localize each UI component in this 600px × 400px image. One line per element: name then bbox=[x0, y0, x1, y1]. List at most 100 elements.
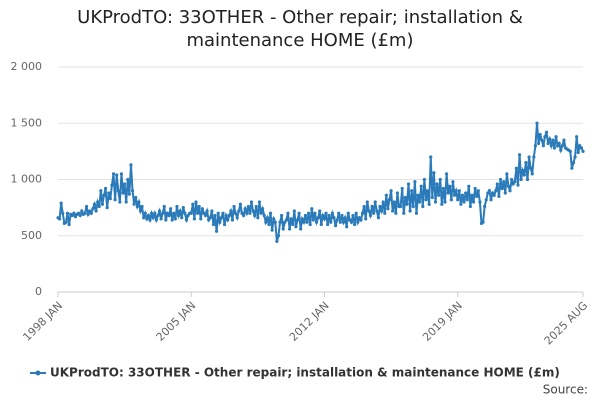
point bbox=[345, 225, 349, 229]
point bbox=[430, 195, 434, 200]
point bbox=[562, 138, 566, 142]
x-tick-label: 2012 JAN bbox=[287, 299, 332, 344]
legend-label: UKProdTO: 33OTHER - Other repair; instal… bbox=[50, 366, 560, 380]
point bbox=[107, 191, 111, 195]
point bbox=[186, 213, 190, 218]
point bbox=[543, 135, 547, 139]
point bbox=[156, 213, 160, 218]
point bbox=[129, 163, 133, 167]
point bbox=[254, 204, 258, 209]
point bbox=[294, 225, 298, 229]
y-tick-label: 500 bbox=[21, 229, 42, 242]
point bbox=[516, 183, 520, 187]
point bbox=[205, 209, 209, 213]
point bbox=[403, 195, 407, 200]
point bbox=[194, 200, 198, 204]
point bbox=[197, 204, 201, 209]
point bbox=[484, 198, 488, 202]
point bbox=[530, 172, 534, 176]
point bbox=[99, 189, 103, 193]
point bbox=[291, 222, 295, 227]
point bbox=[454, 189, 458, 193]
point bbox=[410, 189, 414, 193]
point bbox=[470, 193, 474, 197]
point bbox=[113, 198, 117, 202]
point bbox=[229, 209, 233, 213]
point bbox=[230, 218, 235, 222]
point bbox=[483, 204, 487, 209]
point bbox=[353, 222, 357, 227]
point bbox=[552, 146, 557, 150]
point bbox=[307, 211, 311, 215]
point bbox=[318, 209, 322, 213]
point bbox=[418, 200, 422, 204]
point bbox=[335, 218, 339, 222]
point bbox=[546, 141, 550, 146]
point bbox=[356, 220, 360, 224]
point bbox=[392, 200, 396, 204]
point bbox=[532, 155, 536, 159]
point bbox=[375, 209, 379, 213]
point bbox=[394, 211, 398, 215]
point bbox=[538, 132, 542, 137]
point bbox=[533, 144, 538, 148]
point bbox=[241, 213, 246, 218]
point bbox=[468, 204, 472, 209]
point bbox=[100, 202, 105, 206]
point bbox=[416, 193, 420, 197]
point bbox=[517, 153, 522, 157]
point bbox=[173, 217, 177, 221]
point bbox=[422, 177, 426, 182]
point bbox=[578, 144, 582, 148]
point bbox=[145, 217, 149, 221]
point bbox=[77, 211, 81, 215]
point bbox=[159, 217, 163, 221]
point bbox=[494, 189, 498, 193]
point bbox=[88, 209, 92, 213]
point bbox=[372, 211, 376, 215]
point bbox=[473, 186, 477, 191]
point bbox=[287, 227, 292, 231]
x-tick-label: 2019 JAN bbox=[420, 299, 465, 344]
point bbox=[519, 177, 523, 182]
point bbox=[576, 150, 580, 155]
point bbox=[200, 207, 204, 211]
point bbox=[65, 211, 70, 215]
point bbox=[490, 191, 495, 195]
x-tick-label: 2005 JAN bbox=[154, 299, 199, 344]
point bbox=[302, 220, 306, 224]
point bbox=[548, 137, 552, 141]
y-tick-label: 1 500 bbox=[11, 116, 43, 129]
point bbox=[202, 211, 206, 215]
point bbox=[343, 216, 347, 220]
point bbox=[556, 144, 560, 148]
point bbox=[276, 234, 281, 238]
point bbox=[103, 186, 108, 191]
point bbox=[378, 204, 382, 209]
point bbox=[448, 184, 452, 188]
point bbox=[184, 218, 189, 222]
point bbox=[446, 191, 450, 195]
point bbox=[391, 209, 395, 213]
point bbox=[321, 213, 325, 218]
point bbox=[386, 207, 390, 211]
point bbox=[573, 155, 577, 159]
point bbox=[326, 222, 330, 227]
point bbox=[354, 211, 358, 215]
point bbox=[261, 207, 265, 211]
point bbox=[389, 189, 393, 193]
point bbox=[486, 191, 490, 195]
point bbox=[525, 177, 530, 182]
point bbox=[91, 207, 95, 211]
point bbox=[172, 211, 176, 215]
point bbox=[330, 211, 334, 215]
point bbox=[199, 217, 203, 221]
point bbox=[248, 211, 252, 215]
point bbox=[471, 200, 476, 204]
point bbox=[300, 217, 304, 221]
point bbox=[92, 202, 97, 206]
point bbox=[541, 144, 545, 148]
point bbox=[464, 191, 468, 195]
point bbox=[61, 211, 65, 215]
